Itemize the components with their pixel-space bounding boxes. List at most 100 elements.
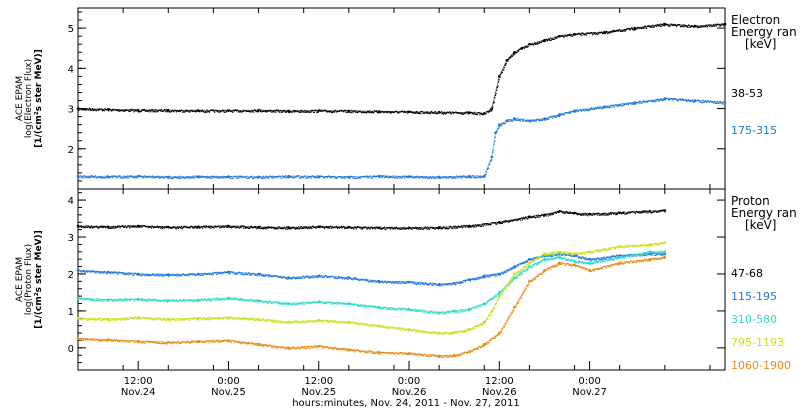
scatter-dot [217,110,219,112]
scatter-dot [550,255,552,257]
scatter-dot [294,304,297,306]
scatter-dot [390,112,392,114]
scatter-dot [473,113,475,115]
scatter-dot [313,226,315,228]
scatter-dot [456,310,458,312]
scatter-dot [380,308,382,310]
scatter-dot [375,110,377,112]
scatter-dot [236,177,238,179]
scatter-dot [484,176,486,178]
scatter-dot [197,274,199,276]
scatter-dot [153,226,155,228]
scatter-dot [498,81,500,83]
scatter-dot [619,29,621,31]
scatter-dot [237,175,239,177]
scatter-dot [144,175,146,177]
scatter-dot [446,111,448,113]
scatter-dot [402,282,404,284]
scatter-dot [141,274,144,276]
scatter-dot [318,301,320,303]
scatter-dot [643,254,645,256]
scatter-dot [637,101,640,103]
scatter-dot [685,25,687,27]
scatter-dot [111,175,113,177]
scatter-dot [336,226,338,228]
scatter-dot [264,301,266,303]
scatter-dot [442,313,445,315]
scatter-dot [480,305,482,307]
scatter-dot [609,212,611,215]
scatter-dot [90,175,92,177]
scatter-dot [516,277,518,279]
scatter-dot [136,274,139,276]
scatter-dot [659,253,661,255]
scatter-dot [452,227,454,230]
scatter-dot [396,281,398,283]
scatter-dot [409,176,411,178]
scatter-dot [330,225,332,227]
scatter-dot [698,99,700,101]
scatter-dot [632,211,634,213]
scatter-dot [562,212,564,214]
scatter-dot [157,176,159,178]
scatter-dot [403,175,405,177]
scatter-dot [116,272,118,274]
scatter-dot [598,212,600,214]
scatter-dot [616,105,618,108]
scatter-dot [340,301,342,304]
scatter-dot [672,99,674,101]
scatter-dot [510,268,512,271]
x-tick-date: Nov.27 [572,387,607,398]
scatter-dot [120,225,122,227]
scatter-dot [492,151,494,153]
scatter-dot [536,264,538,266]
scatter-dot [328,110,330,112]
scatter-dot [136,226,139,228]
scatter-dot [121,271,123,274]
scatter-dot [531,119,533,121]
scatter-dot [530,44,532,46]
scatter-dot [140,275,142,277]
scatter-dot [175,274,177,276]
scatter-dot [471,113,473,115]
scatter-dot [404,282,406,284]
scatter-dot [642,26,645,28]
scatter-dot [244,227,246,229]
scatter-dot [249,300,251,302]
scatter-dot [602,258,604,260]
plot-frame [77,7,726,371]
scatter-dot [407,309,409,311]
scatter-dot [660,209,662,211]
scatter-dot [350,227,352,230]
scatter-dot [209,225,211,228]
scatter-dot [172,226,174,228]
scatter-dot [305,276,307,278]
scatter-dot [189,227,191,229]
scatter-dot [555,116,557,118]
scatter-dot [387,112,389,114]
scatter-dot [493,275,495,277]
scatter-dot [433,178,435,180]
scatter-dot [372,228,374,230]
scatter-dot [227,298,229,300]
scatter-dot [280,110,282,112]
scatter-dot [436,313,438,315]
scatter-dot [713,23,715,26]
scatter-dot [490,160,492,162]
scatter-dot [315,301,317,303]
scatter-dot [509,269,511,271]
scatter-dot [172,110,174,112]
legend-entry: 175-315 [731,124,777,137]
scatter-dot [152,299,154,301]
scatter-dot [111,299,114,301]
scatter-dot [456,227,458,229]
scatter-dot [86,226,88,228]
scatter-dot [300,302,302,304]
scatter-dot [560,210,562,212]
scatter-dot [496,89,498,91]
scatter-dot [390,307,392,309]
scatter-dot [330,227,332,229]
scatter-dot [545,119,547,121]
scatter-dot [259,177,261,179]
scatter-dot [162,110,164,112]
